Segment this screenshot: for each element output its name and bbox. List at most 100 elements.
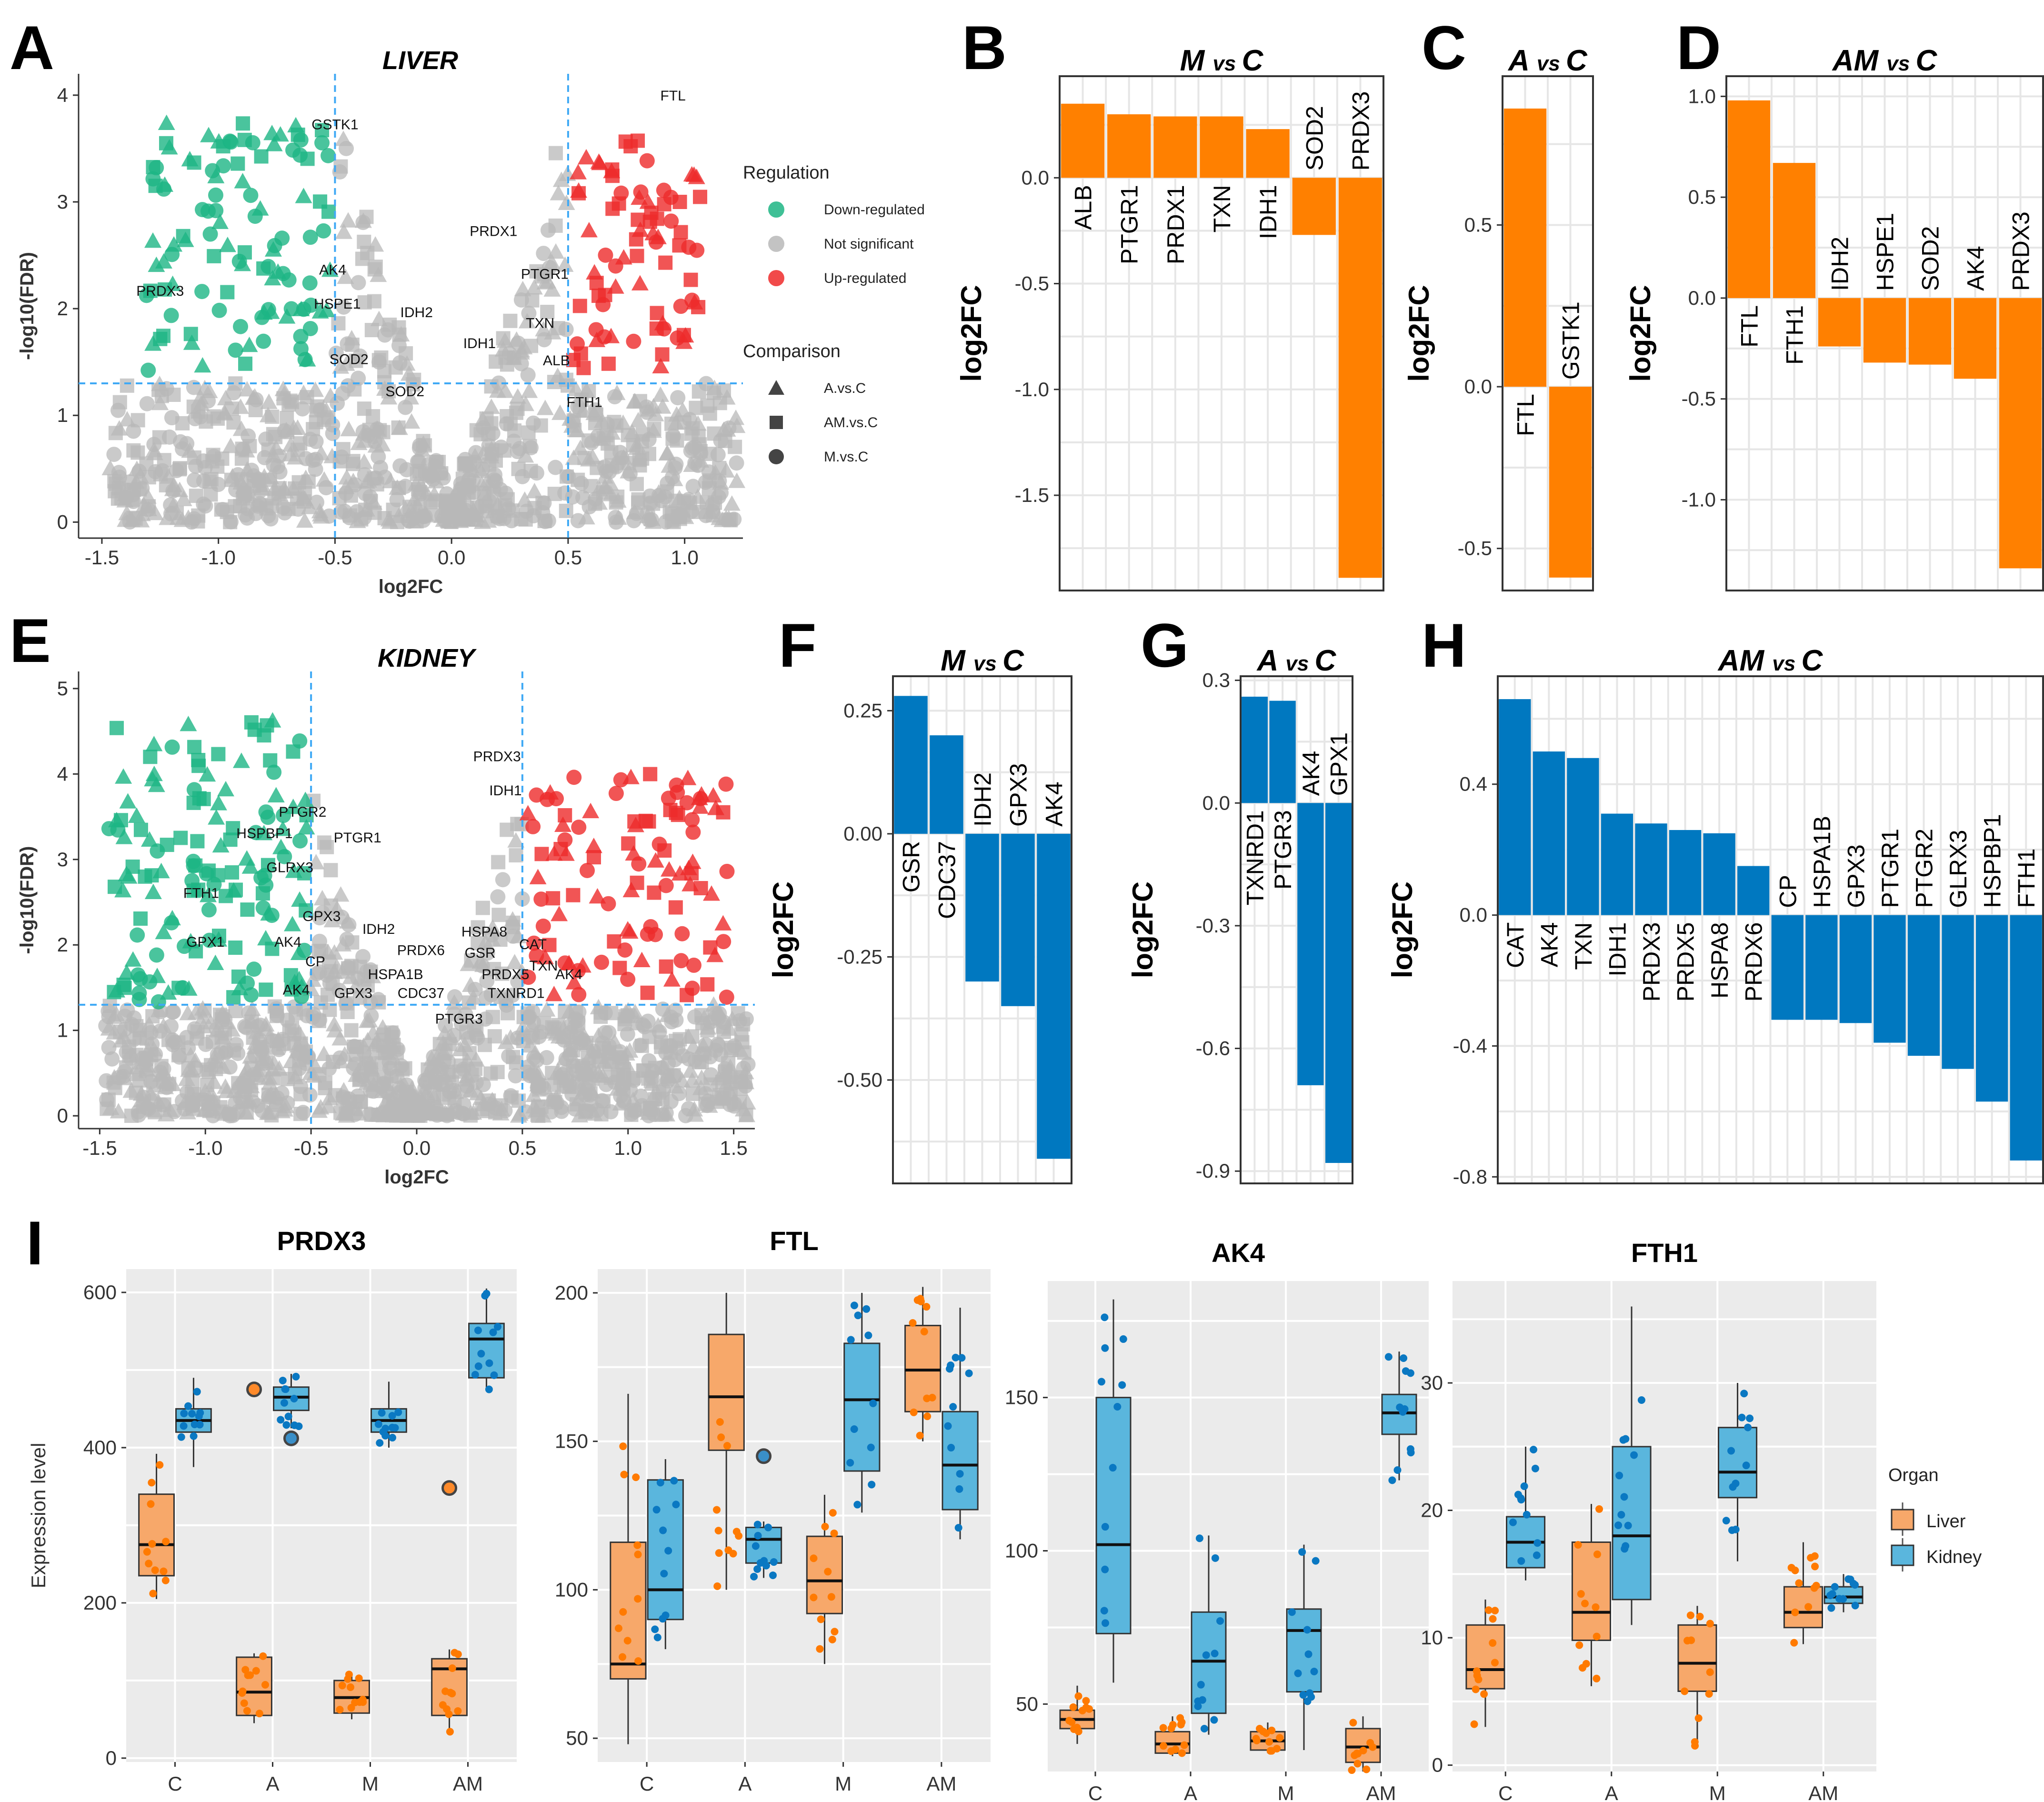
panel-letter-A: A — [10, 13, 54, 82]
bar-label: CDC37 — [934, 841, 961, 919]
y-tick-label: 1.0 — [1688, 85, 1716, 107]
plot-frame — [1497, 675, 2044, 1184]
data-point — [529, 787, 544, 803]
legend-title: Organ — [1888, 1465, 1939, 1485]
data-point — [671, 865, 689, 881]
data-point — [340, 420, 358, 437]
bar-label: HSPBP1 — [1979, 814, 2006, 908]
data-point — [146, 437, 162, 452]
data-point — [325, 417, 341, 433]
data-point — [1531, 1464, 1539, 1472]
data-point — [703, 1077, 718, 1092]
data-point — [510, 444, 525, 460]
data-point — [169, 463, 184, 479]
data-point — [830, 1529, 838, 1537]
data-point — [1491, 1659, 1499, 1667]
data-point — [391, 338, 407, 353]
data-point — [652, 1506, 661, 1514]
data-point — [237, 245, 252, 260]
y-tick-label: -0.6 — [1196, 1037, 1230, 1060]
bar-label: PRDX3 — [1638, 922, 1665, 1002]
data-point — [673, 225, 688, 240]
bar-ak4 — [1954, 298, 1997, 379]
data-point — [446, 1006, 462, 1022]
data-point — [536, 400, 554, 415]
data-point — [707, 464, 724, 480]
legend-key — [769, 449, 784, 464]
data-point — [1406, 1445, 1414, 1453]
panel-letter-C: C — [1422, 13, 1466, 82]
data-point — [580, 222, 598, 238]
data-point — [607, 389, 622, 405]
data-point — [284, 1412, 292, 1421]
data-point — [954, 1524, 962, 1532]
data-point — [916, 1432, 924, 1440]
data-point — [374, 1420, 382, 1428]
data-point — [390, 515, 405, 530]
data-point — [440, 512, 457, 528]
data-point — [336, 299, 351, 315]
data-point — [326, 963, 343, 979]
data-point — [577, 1087, 593, 1103]
legend-key — [768, 236, 784, 252]
data-point — [659, 1526, 667, 1534]
chart-title: M vs C — [1180, 44, 1264, 77]
y-tick-label: 0.00 — [843, 822, 882, 845]
data-point — [243, 1013, 261, 1029]
data-point — [1159, 1724, 1167, 1732]
data-point — [663, 802, 678, 817]
y-tick-label: 1 — [57, 1019, 68, 1041]
bar-gpx3 — [1001, 833, 1035, 1006]
data-point — [496, 331, 511, 346]
data-point — [548, 218, 563, 233]
bar-label: FTH1 — [1782, 305, 1808, 365]
data-point — [639, 153, 655, 169]
data-point — [255, 886, 270, 901]
data-point — [368, 260, 383, 274]
data-point — [1637, 1396, 1645, 1404]
data-point — [352, 348, 368, 364]
y-tick-label: 0 — [1432, 1754, 1443, 1776]
data-point — [149, 1590, 157, 1598]
volcano-liver: 0 1 2 3 4 -1.5 -1.0 -0.5 0.0 0.5 1.0 log2FC -log10(F… — [17, 46, 746, 597]
data-point — [181, 151, 199, 167]
data-point — [500, 492, 515, 507]
data-point — [1517, 1557, 1525, 1565]
data-point — [1592, 1603, 1600, 1611]
data-point — [639, 508, 656, 523]
bar-label: HSPA1B — [1809, 816, 1835, 908]
data-point — [1624, 1522, 1632, 1530]
data-point — [234, 173, 251, 189]
data-point — [719, 863, 735, 879]
data-point — [568, 1011, 583, 1027]
data-point — [634, 1657, 642, 1665]
data-point — [438, 1018, 453, 1033]
bar-hspbp1 — [1976, 915, 2008, 1102]
data-point — [581, 384, 596, 399]
y-tick-label: 5 — [57, 677, 68, 700]
data-point — [261, 1074, 279, 1091]
data-point — [601, 464, 617, 480]
data-point — [206, 1048, 224, 1064]
data-point — [821, 1522, 829, 1531]
data-point — [1470, 1720, 1478, 1728]
gene-label: PRDX1 — [470, 224, 517, 240]
data-point — [242, 439, 257, 453]
data-point — [335, 223, 352, 239]
data-point — [160, 1567, 168, 1575]
data-point — [526, 935, 542, 951]
data-point — [379, 1084, 394, 1100]
data-point — [254, 149, 269, 164]
y-tick-label: 1 — [57, 404, 68, 426]
data-point — [631, 189, 648, 205]
bar-prdx6 — [1737, 866, 1770, 915]
data-point — [704, 787, 722, 803]
data-point — [1363, 1765, 1371, 1773]
data-point — [126, 423, 141, 439]
data-point — [131, 467, 149, 483]
legend-label: AM.vs.C — [824, 415, 878, 430]
data-point — [347, 978, 364, 994]
data-point — [106, 447, 122, 462]
data-point — [1593, 1632, 1601, 1641]
data-point — [1472, 1685, 1480, 1693]
